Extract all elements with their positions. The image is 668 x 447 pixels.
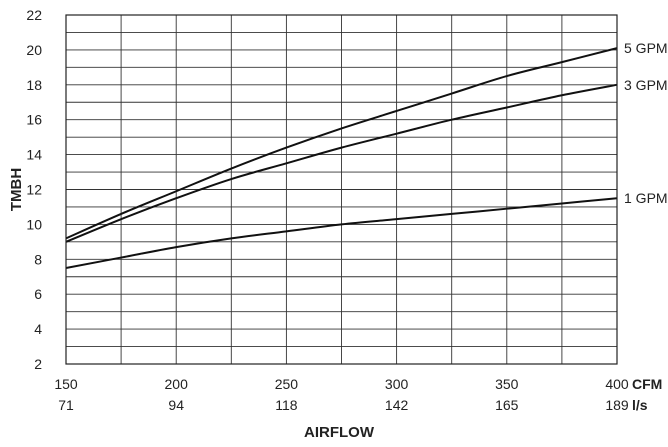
x-tick-label-cfm: 250	[275, 376, 299, 392]
y-tick-label: 14	[26, 147, 42, 163]
y-tick-label: 20	[26, 42, 42, 58]
series-label: 3 GPM	[624, 77, 668, 93]
series-label: 1 GPM	[624, 190, 668, 206]
x-axis-title: AIRFLOW	[304, 424, 375, 441]
plot-frame	[65, 14, 618, 365]
y-axis-title: TMBH	[8, 168, 25, 211]
y-tick-label: 12	[26, 182, 42, 198]
x-unit-ls: l/s	[632, 397, 648, 413]
x-tick-label-ls: 189	[605, 397, 629, 413]
y-tick-label: 22	[26, 7, 42, 23]
y-tick-label: 18	[26, 77, 42, 93]
x-tick-label-cfm: 350	[495, 376, 519, 392]
series-lines	[65, 47, 618, 270]
y-tick-label: 8	[34, 251, 42, 267]
series-label: 5 GPM	[624, 40, 668, 56]
x-tick-label-ls: 118	[275, 397, 298, 413]
series-line	[65, 197, 618, 270]
series-line	[65, 83, 618, 243]
y-tick-label: 16	[26, 112, 42, 128]
y-tick-label: 2	[34, 356, 42, 372]
y-tick-labels: 2 4 6 8 10 12 14 16 18 20 22	[26, 7, 42, 372]
y-tick-label: 10	[26, 216, 42, 232]
x-tick-label-ls: 142	[385, 397, 409, 413]
x-tick-label-cfm: 200	[165, 376, 189, 392]
x-tick-label-ls: 94	[168, 397, 184, 413]
x-tick-labels: 150 71 200 94 250 118 300 142 350 165 400 189	[54, 376, 629, 413]
x-tick-label-cfm: 400	[605, 376, 629, 392]
grid	[66, 15, 617, 364]
series-line	[65, 47, 618, 240]
x-tick-label-cfm: 150	[54, 376, 78, 392]
x-tick-label-ls: 165	[495, 397, 519, 413]
x-tick-label-cfm: 300	[385, 376, 409, 392]
series-labels: 5 GPM 3 GPM 1 GPM	[624, 40, 668, 206]
x-unit-cfm: CFM	[632, 376, 662, 392]
x-tick-label-ls: 71	[58, 397, 74, 413]
y-tick-label: 6	[34, 286, 42, 302]
y-tick-label: 4	[34, 321, 42, 337]
